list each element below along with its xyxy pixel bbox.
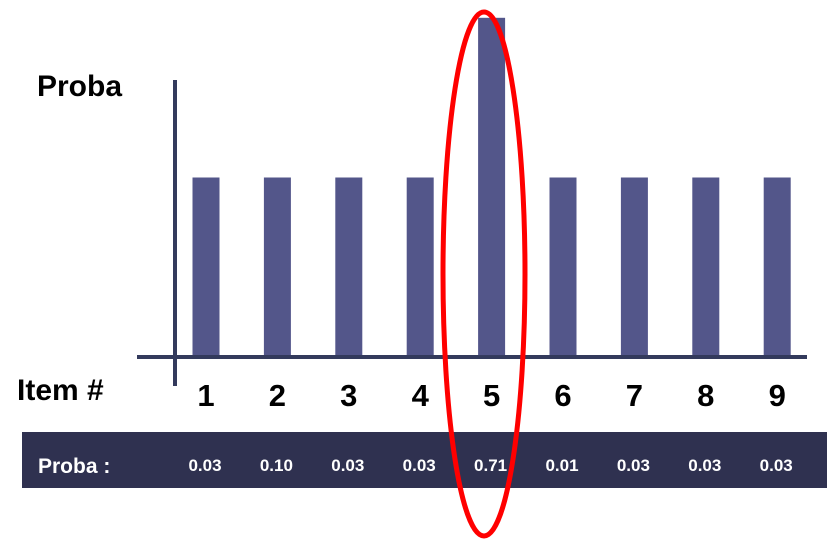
x-tick-labels: 1 2 3 4 5 6 7 8 9	[197, 378, 785, 413]
probability-value-5: 0.71	[474, 456, 507, 475]
bar-item-6	[549, 177, 577, 355]
probability-value-8: 0.03	[688, 456, 721, 475]
x-tick-label-8: 8	[697, 378, 714, 413]
bar-item-5	[478, 17, 506, 356]
probability-value-7: 0.03	[617, 456, 650, 475]
y-axis-label: Proba	[37, 70, 122, 103]
probability-table-label: Proba :	[38, 455, 110, 478]
x-tick-label-4: 4	[412, 378, 430, 413]
bars-group	[192, 17, 791, 356]
x-tick-label-3: 3	[340, 378, 357, 413]
x-tick-label-9: 9	[769, 378, 786, 413]
probability-table-values: 0.03 0.10 0.03 0.03 0.71 0.01 0.03 0.03 0.03	[188, 456, 792, 475]
x-tick-label-7: 7	[626, 378, 643, 413]
bar-item-2	[263, 177, 291, 355]
probability-value-1: 0.03	[188, 456, 221, 475]
bar-item-8	[692, 177, 720, 355]
x-tick-label-5: 5	[483, 378, 500, 413]
bar-item-1	[192, 177, 220, 355]
bar-item-4	[406, 177, 434, 355]
highlight-ellipse	[440, 9, 528, 539]
x-tick-label-2: 2	[269, 378, 286, 413]
probability-value-6: 0.01	[545, 456, 578, 475]
x-axis-label: Item #	[17, 374, 104, 407]
bar-item-9	[763, 177, 791, 355]
probability-value-9: 0.03	[760, 456, 793, 475]
bar-item-3	[335, 177, 363, 355]
probability-table-background	[22, 432, 827, 488]
bar-item-7	[620, 177, 648, 355]
probability-value-2: 0.10	[260, 456, 293, 475]
probability-value-3: 0.03	[331, 456, 364, 475]
probability-value-4: 0.03	[403, 456, 436, 475]
x-tick-label-1: 1	[197, 378, 214, 413]
x-tick-label-6: 6	[554, 378, 571, 413]
